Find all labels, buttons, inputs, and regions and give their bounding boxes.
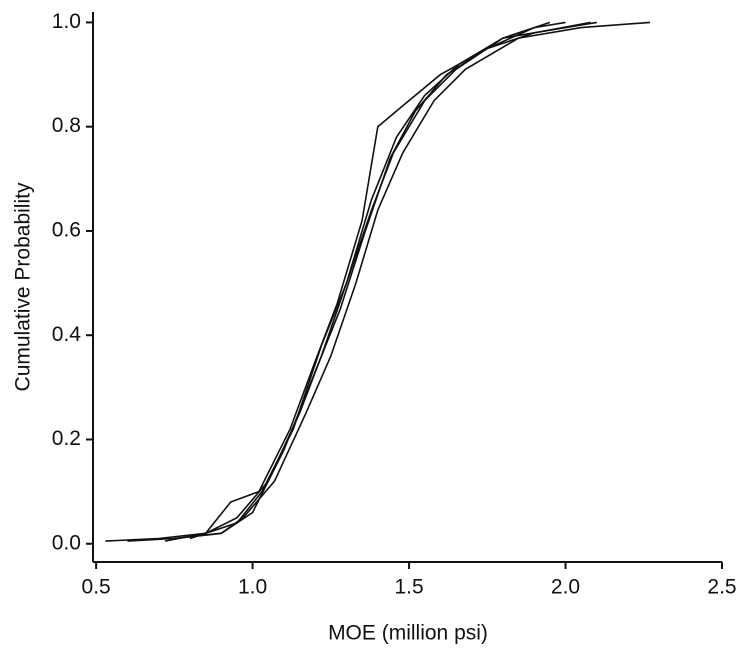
- x-tick-label: 1.5: [394, 576, 423, 599]
- x-tick-label: 1.0: [238, 576, 267, 599]
- y-tick-label: 0.0: [52, 531, 81, 554]
- cdf-line: [105, 21, 597, 542]
- y-axis-label: Cumulative Probability: [12, 182, 35, 391]
- y-tick-label: 0.8: [52, 114, 81, 137]
- y-tick-label: 0.6: [52, 219, 81, 242]
- x-tick-label: 2.5: [707, 576, 736, 599]
- y-tick-label: 0.4: [52, 323, 82, 346]
- y-tick-label: 1.0: [52, 10, 81, 33]
- x-tick-label: 0.5: [82, 576, 111, 599]
- cdf-line: [189, 21, 551, 540]
- cdf-line: [127, 21, 651, 542]
- x-axis-label: MOE (million psi): [328, 622, 488, 645]
- cdf-line: [164, 21, 566, 542]
- cdf-line: [174, 21, 591, 540]
- y-tick-label: 0.2: [52, 427, 81, 450]
- x-tick-label: 2.0: [551, 576, 580, 599]
